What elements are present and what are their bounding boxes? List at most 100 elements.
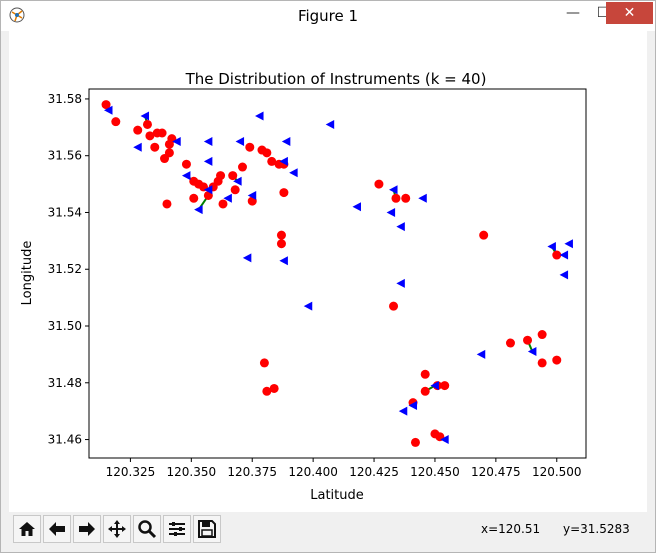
- instrument-point: [440, 381, 450, 391]
- cluster-center-marker: [527, 347, 537, 357]
- cluster-center-marker: [303, 301, 313, 311]
- cluster-center-marker: [559, 270, 569, 280]
- y-tick-label: 31.52: [48, 262, 82, 276]
- save-button[interactable]: [193, 515, 221, 543]
- instrument-point: [279, 188, 289, 198]
- x-tick-label: 120.475: [471, 465, 521, 479]
- cluster-center-marker: [103, 105, 113, 115]
- y-tick-label: 31.48: [48, 376, 82, 390]
- x-tick-label: 120.425: [349, 465, 399, 479]
- cluster-center-marker: [133, 142, 142, 152]
- cluster-center-marker: [559, 250, 569, 260]
- home-button[interactable]: [13, 515, 41, 543]
- minimize-button[interactable]: —: [566, 5, 580, 21]
- instrument-point: [276, 230, 286, 240]
- cluster-center-marker: [181, 171, 191, 181]
- x-tick-label: 120.350: [167, 465, 217, 479]
- cluster-center-marker: [279, 256, 288, 266]
- centers-layer: [103, 105, 573, 445]
- cluster-center-marker: [281, 137, 291, 147]
- instrument-point: [101, 100, 111, 110]
- cluster-center-marker: [396, 278, 405, 288]
- cluster-center-marker: [242, 253, 252, 263]
- instrument-point: [374, 179, 384, 189]
- x-tick-label: 120.500: [532, 465, 582, 479]
- points-layer: [101, 100, 562, 447]
- cluster-center-marker: [247, 190, 257, 200]
- instrument-point: [505, 338, 515, 348]
- matplotlib-app-icon: [9, 7, 25, 23]
- instrument-point: [267, 156, 277, 166]
- cluster-center-marker: [223, 193, 232, 203]
- navigation-toolbar: x=120.51 y=31.5283: [9, 512, 647, 546]
- forward-button[interactable]: [73, 515, 101, 543]
- home-icon: [19, 522, 35, 536]
- cluster-center-marker: [279, 156, 288, 166]
- pan-icon: [108, 520, 126, 538]
- instrument-point: [218, 199, 228, 209]
- y-tick-label: 31.56: [48, 149, 82, 163]
- cluster-center-marker: [418, 193, 427, 203]
- instrument-point: [162, 199, 172, 209]
- zoom-icon: [138, 520, 157, 539]
- cluster-center-marker: [235, 137, 245, 147]
- cursor-y-readout: y=31.5283: [563, 522, 630, 536]
- plot-area: [88, 88, 587, 459]
- instrument-point: [479, 230, 489, 240]
- instrument-point: [276, 239, 286, 249]
- instrument-point: [228, 171, 238, 181]
- instrument-point: [230, 185, 240, 195]
- cluster-center-marker: [389, 185, 398, 195]
- instrument-point: [216, 171, 226, 181]
- pan-button[interactable]: [103, 515, 131, 543]
- cluster-center-marker: [396, 222, 405, 232]
- instrument-point: [164, 139, 174, 149]
- instrument-point: [259, 358, 269, 368]
- instrument-point: [537, 330, 547, 340]
- x-tick-label: 120.375: [227, 465, 277, 479]
- instrument-point: [111, 117, 121, 127]
- instrument-point: [142, 119, 152, 129]
- instrument-point: [420, 369, 430, 379]
- y-axis-label: Longitude: [20, 241, 35, 306]
- instrument-point: [420, 386, 430, 396]
- instrument-point: [401, 193, 411, 203]
- cluster-center-marker: [398, 406, 408, 416]
- cluster-center-marker: [203, 156, 213, 166]
- instrument-point: [164, 148, 174, 158]
- zoom-button[interactable]: [133, 515, 161, 543]
- instrument-point: [157, 128, 167, 138]
- instrument-point: [552, 250, 562, 260]
- scatter-chart: The Distribution of Instruments (k = 40)…: [20, 70, 587, 503]
- cluster-center-marker: [203, 137, 213, 147]
- y-tick-label: 31.46: [48, 433, 82, 447]
- instrument-point: [537, 358, 547, 368]
- close-button[interactable]: ✕: [606, 2, 653, 24]
- instrument-point: [391, 193, 401, 203]
- x-tick-label: 120.400: [288, 465, 338, 479]
- x-tick-label: 120.325: [106, 465, 156, 479]
- instrument-point: [237, 162, 247, 172]
- instrument-point: [181, 159, 191, 169]
- y-axis-ticks: 31.46 31.48 31.50 31.52 31.54 31.56 31.58: [48, 92, 89, 447]
- cluster-center-marker: [194, 205, 203, 215]
- cluster-center-marker: [408, 400, 418, 410]
- cluster-center-marker: [140, 111, 150, 121]
- back-button[interactable]: [43, 515, 71, 543]
- cluster-center-marker: [476, 349, 486, 359]
- instrument-point: [262, 386, 272, 396]
- window-title: Figure 1: [297, 7, 359, 25]
- x-axis-ticks: 120.325 120.350 120.375 120.400 120.425 120.4…: [106, 458, 582, 479]
- x-axis-label: Latitude: [310, 488, 364, 503]
- cursor-x-readout: x=120.51: [481, 522, 541, 536]
- figure-canvas[interactable]: The Distribution of Instruments (k = 40)…: [9, 31, 647, 512]
- configure-subplots-button[interactable]: [163, 515, 191, 543]
- cluster-center-marker: [233, 176, 242, 186]
- cluster-center-marker: [386, 207, 396, 217]
- instrument-point: [410, 437, 420, 447]
- chart-title: The Distribution of Instruments (k = 40): [185, 70, 487, 88]
- instrument-point: [133, 125, 143, 135]
- cluster-center-marker: [430, 381, 439, 391]
- back-arrow-icon: [49, 522, 65, 536]
